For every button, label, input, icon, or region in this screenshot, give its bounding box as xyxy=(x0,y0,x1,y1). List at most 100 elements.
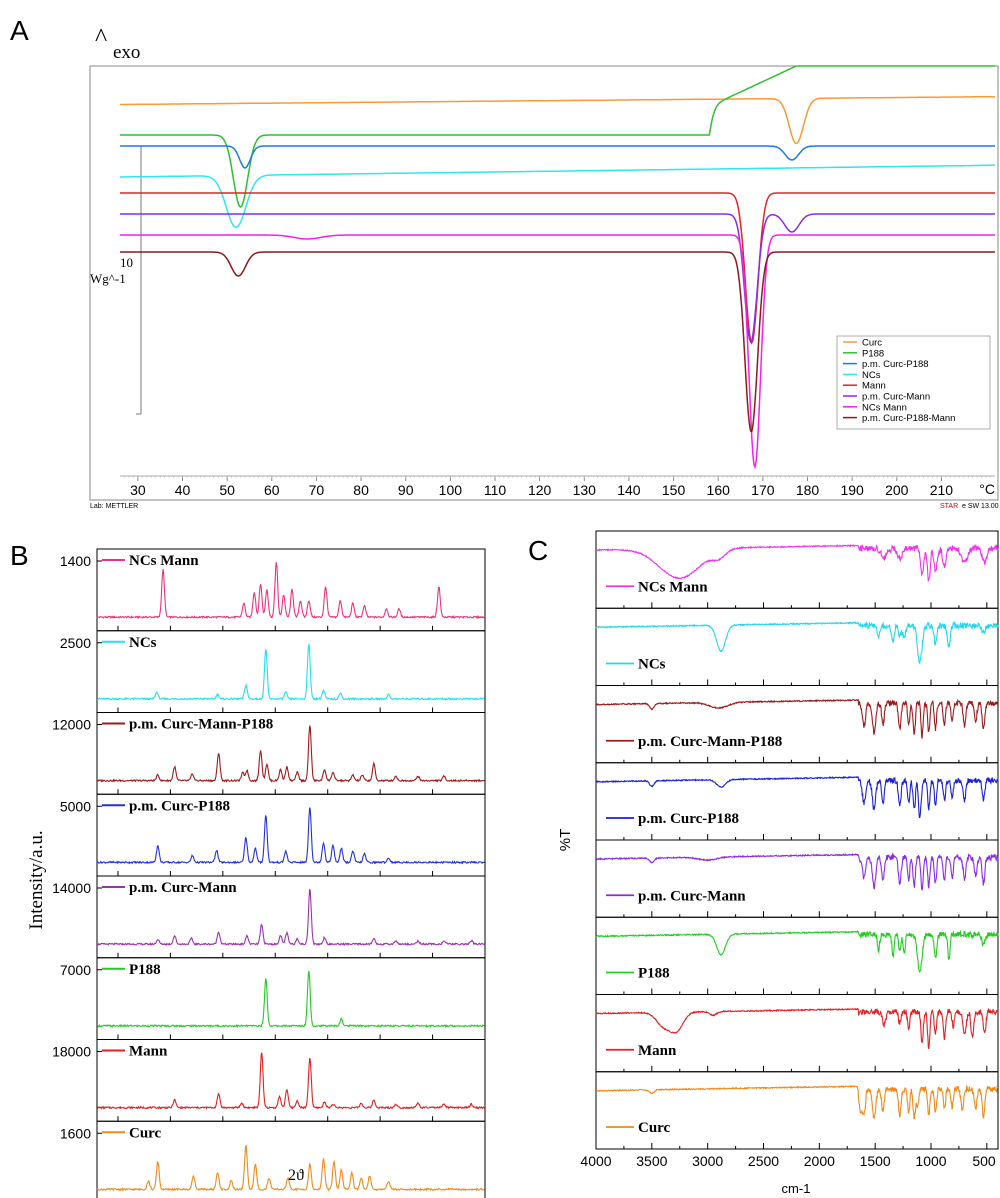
a-x-tick-label: 40 xyxy=(175,482,191,498)
b-series-line-mann xyxy=(97,1052,485,1110)
panel-b-stacked-plots: 1400 NCs Mann 2500 NCs 12000 p.m. Curc-Mann-P… xyxy=(52,548,486,1198)
b-y-tick-label-curc: 1600 xyxy=(60,1125,91,1141)
a-x-tick-label: 130 xyxy=(573,482,597,498)
c-legend-label-p-m-curc-p188: p.m. Curc-P188 xyxy=(638,811,739,827)
a-x-tick-label: 30 xyxy=(130,482,146,498)
panel-c-ftir-chart: %T NCs Mann NCs p.m. Curc-Mann-P188 p.m. Cu… xyxy=(557,530,999,1196)
a-series-line-ncs-mann xyxy=(120,234,995,470)
a-x-tick-label: 90 xyxy=(398,482,414,498)
c-legend-label-ncs: NCs xyxy=(638,657,666,673)
panel-c-x-ticks: 4000 3500 3000 2500 2000 1500 1000 500 xyxy=(580,1153,995,1169)
x-axis-label-c: cm-1 xyxy=(782,1181,811,1196)
c-series-line-p-m-curc-mann xyxy=(595,852,999,891)
b-series-line-p188 xyxy=(96,970,485,1028)
c-subplot-frame-mann xyxy=(595,994,999,1073)
a-x-tick-label: 110 xyxy=(484,482,507,498)
b-series-line-p-m-curc-p188 xyxy=(96,807,485,865)
c-x-tick-label: 500 xyxy=(972,1153,996,1169)
a-series-line-p-m-curc-p188-mann xyxy=(120,251,995,433)
c-x-tick-label: 3000 xyxy=(692,1153,723,1169)
a-x-tick-label: 100 xyxy=(439,482,463,498)
a-x-tick-label: 140 xyxy=(617,482,641,498)
a-x-tick-label: 60 xyxy=(264,482,280,498)
a-legend-label-curc: Curc xyxy=(862,338,882,349)
panel-label-a: A xyxy=(10,15,29,46)
c-series-line-ncs xyxy=(595,620,999,665)
a-series-line-p-m-curc-mann xyxy=(120,213,995,344)
a-legend-label-p188: P188 xyxy=(862,348,884,359)
c-series-line-curc xyxy=(595,1084,999,1120)
c-legend-label-ncs-mann: NCs Mann xyxy=(638,579,708,595)
b-legend-label-curc: Curc xyxy=(129,1125,162,1141)
panel-a-frame xyxy=(89,65,999,501)
b-y-tick-label-p188: 7000 xyxy=(60,962,91,978)
a-series-line-p-m-curc-p188 xyxy=(120,145,995,169)
c-legend-label-curc: Curc xyxy=(638,1120,671,1136)
a-x-tick-label: 50 xyxy=(219,482,235,498)
a-legend-label-ncs: NCs xyxy=(862,370,881,381)
c-series-line-ncs-mann xyxy=(595,543,999,582)
c-subplot-frame-p-m-curc-mann-p188 xyxy=(595,685,999,764)
a-legend-label-p-m-curc-p188-mann: p.m. Curc-P188-Mann xyxy=(862,413,955,424)
b-y-tick-label-p-m-curc-p188: 5000 xyxy=(60,798,91,814)
c-subplot-frame-p-m-curc-p188 xyxy=(595,762,999,841)
b-y-tick-label-mann: 18000 xyxy=(52,1044,91,1060)
b-legend-label-ncs: NCs xyxy=(129,635,157,651)
c-subplot-frame-p-m-curc-mann xyxy=(595,839,999,918)
footer-right-rest: e SW 13.00 xyxy=(962,503,999,510)
b-legend-label-p-m-curc-mann: p.m. Curc-Mann xyxy=(129,880,237,896)
panel-label-b: B xyxy=(10,540,29,571)
b-legend-label-ncs-mann: NCs Mann xyxy=(129,553,199,569)
a-x-tick-label: 190 xyxy=(840,482,864,498)
b-y-tick-label-ncs-mann: 1400 xyxy=(60,553,91,569)
footer-right-brand: STAR xyxy=(940,503,958,510)
a-x-tick-label: 80 xyxy=(353,482,369,498)
a-series-line-ncs xyxy=(120,164,996,229)
a-x-tick-label: 70 xyxy=(309,482,325,498)
c-subplot-frame-curc xyxy=(595,1071,999,1150)
exo-label: ^ xyxy=(95,23,107,52)
a-x-tick-label: 120 xyxy=(528,482,552,498)
a-series-line-p188 xyxy=(120,65,995,208)
b-series-line-p-m-curc-mann xyxy=(96,889,485,947)
c-legend-label-p-m-curc-mann-p188: p.m. Curc-Mann-P188 xyxy=(638,734,782,750)
c-subplot-frame-ncs-mann xyxy=(595,530,999,609)
y-axis-label-c: %T xyxy=(557,829,574,852)
a-x-tick-label: 170 xyxy=(751,482,775,498)
scale-label: 10 xyxy=(120,255,133,270)
b-series-line-curc xyxy=(96,1145,485,1192)
b-legend-label-p-m-curc-mann-p188: p.m. Curc-Mann-P188 xyxy=(129,717,273,733)
b-y-tick-label-ncs: 2500 xyxy=(60,635,91,651)
a-legend-label-p-m-curc-mann: p.m. Curc-Mann xyxy=(862,392,930,403)
a-legend-label-mann: Mann xyxy=(862,381,886,392)
c-x-tick-label: 1500 xyxy=(860,1153,891,1169)
a-series-line-mann xyxy=(120,192,995,345)
panel-a-dsc-chart: ^ exo 10 Wg^-1 30 40 50 60 70 80 90 100 110 120 13… xyxy=(89,23,999,510)
c-x-tick-label: 1000 xyxy=(915,1153,946,1169)
a-x-tick-label: 200 xyxy=(885,482,909,498)
c-legend-label-p188: P188 xyxy=(638,966,670,982)
c-series-line-p-m-curc-mann-p188 xyxy=(595,698,999,739)
x-unit-a: °C xyxy=(979,481,995,497)
b-subplot-frame-curc xyxy=(96,1120,486,1198)
b-series-line-ncs xyxy=(96,643,485,702)
panel-c-stacked-plots: NCs Mann NCs p.m. Curc-Mann-P188 p.m. Curc-… xyxy=(595,530,999,1150)
x-axis-label-b: 2ϑ xyxy=(288,1167,304,1184)
b-legend-label-p-m-curc-p188: p.m. Curc-P188 xyxy=(129,798,230,814)
panel-b-xrd-chart: Intensity/a.u. 1400 NCs Mann 2500 NCs 12000 p… xyxy=(26,548,486,1198)
b-y-tick-label-p-m-curc-mann-p188: 12000 xyxy=(52,717,91,733)
c-subplot-frame-ncs xyxy=(595,607,999,686)
panel-a-x-ticks: 30 40 50 60 70 80 90 100 110 120 130 140 150 160 170 18… xyxy=(124,476,991,498)
b-series-line-p-m-curc-mann-p188 xyxy=(96,725,485,783)
exo-label-text: exo xyxy=(113,42,140,63)
legend-box xyxy=(836,335,991,430)
a-x-tick-label: 150 xyxy=(662,482,686,498)
a-x-tick-label: 180 xyxy=(796,482,820,498)
c-legend-label-p-m-curc-mann: p.m. Curc-Mann xyxy=(638,888,746,904)
a-legend-label-ncs-mann: NCs Mann xyxy=(862,402,907,413)
c-x-tick-label: 4000 xyxy=(580,1153,611,1169)
footer-left: Lab: METTLER xyxy=(90,503,138,510)
a-legend-label-p-m-curc-p188: p.m. Curc-P188 xyxy=(862,359,929,370)
